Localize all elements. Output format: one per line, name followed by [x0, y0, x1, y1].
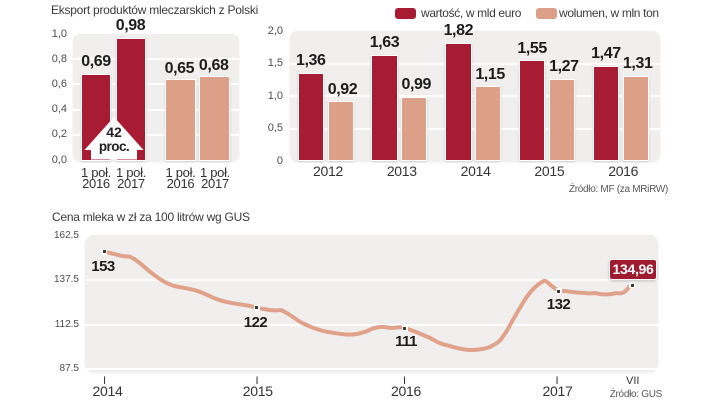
svg-text:42: 42 — [106, 124, 122, 140]
svg-text:proc.: proc. — [99, 139, 129, 154]
